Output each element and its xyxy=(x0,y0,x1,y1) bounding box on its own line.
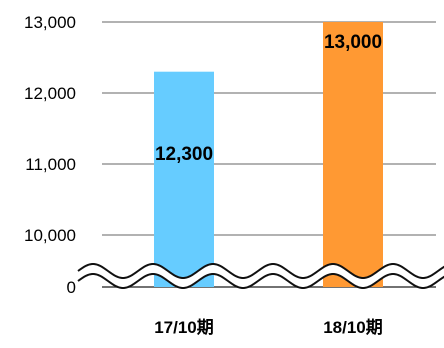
data-label: 12,300 xyxy=(155,144,213,165)
x-tick-label: 18/10期 xyxy=(323,318,383,337)
axis-break-line-lower xyxy=(77,273,444,289)
bar xyxy=(154,71,214,287)
x-tick-label: 17/10期 xyxy=(154,318,214,337)
y-tick-label: 10,000 xyxy=(24,226,76,245)
y-tick-label: 0 xyxy=(67,278,76,297)
bar xyxy=(323,22,383,287)
y-tick-label: 12,000 xyxy=(24,84,76,103)
y-tick-label: 13,000 xyxy=(24,13,76,32)
data-label: 13,000 xyxy=(324,32,382,53)
axis-break-line-upper xyxy=(77,263,444,279)
y-tick-label: 11,000 xyxy=(25,155,76,174)
